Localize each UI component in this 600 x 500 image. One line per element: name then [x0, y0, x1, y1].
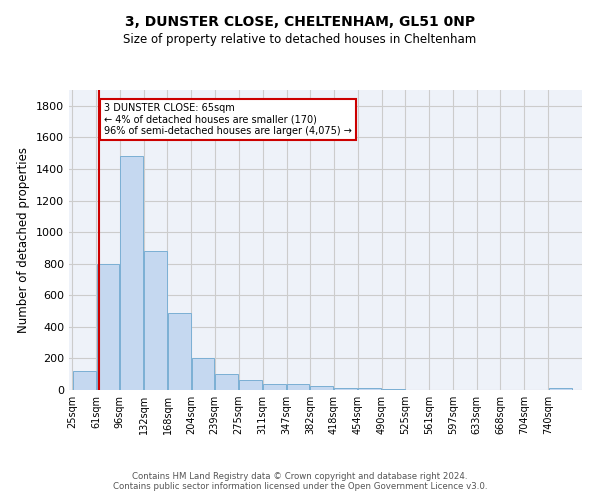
- Text: 3, DUNSTER CLOSE, CHELTENHAM, GL51 0NP: 3, DUNSTER CLOSE, CHELTENHAM, GL51 0NP: [125, 15, 475, 29]
- Bar: [310, 386, 334, 390]
- Bar: [192, 358, 214, 390]
- Text: 3 DUNSTER CLOSE: 65sqm
← 4% of detached houses are smaller (170)
96% of semi-det: 3 DUNSTER CLOSE: 65sqm ← 4% of detached …: [104, 102, 352, 136]
- Bar: [168, 312, 191, 390]
- Bar: [120, 156, 143, 390]
- Bar: [548, 388, 572, 390]
- Text: Size of property relative to detached houses in Cheltenham: Size of property relative to detached ho…: [124, 32, 476, 46]
- Bar: [239, 380, 262, 390]
- Bar: [97, 264, 119, 390]
- Bar: [334, 388, 357, 390]
- Y-axis label: Number of detached properties: Number of detached properties: [17, 147, 31, 333]
- Bar: [215, 374, 238, 390]
- Bar: [263, 384, 286, 390]
- Bar: [358, 388, 381, 390]
- Text: Contains public sector information licensed under the Open Government Licence v3: Contains public sector information licen…: [113, 482, 487, 491]
- Bar: [382, 389, 404, 390]
- Text: Contains HM Land Registry data © Crown copyright and database right 2024.: Contains HM Land Registry data © Crown c…: [132, 472, 468, 481]
- Bar: [287, 384, 310, 390]
- Bar: [144, 251, 167, 390]
- Bar: [73, 371, 96, 390]
